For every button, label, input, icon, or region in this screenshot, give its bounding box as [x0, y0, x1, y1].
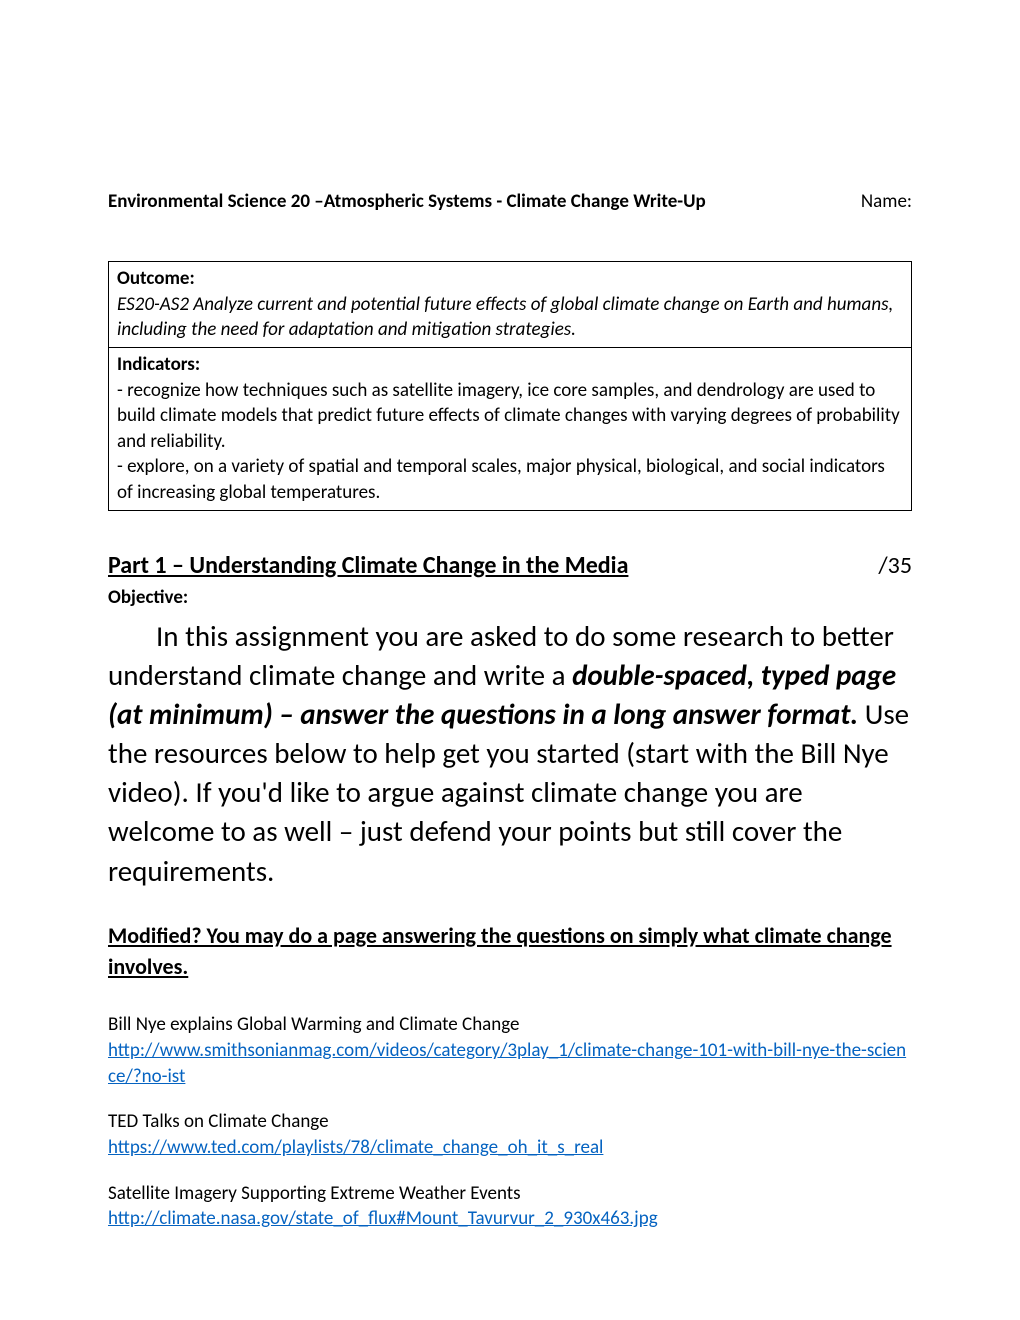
- objective-label: Objective:: [108, 586, 912, 609]
- resource-title: Satellite Imagery Supporting Extreme Wea…: [108, 1181, 912, 1207]
- document-header: Environmental Science 20 –Atmospheric Sy…: [108, 190, 912, 213]
- indicators-label: Indicators:: [117, 353, 200, 376]
- indicators-text: - recognize how techniques such as satel…: [117, 379, 900, 505]
- name-label: Name:: [861, 190, 912, 213]
- indicators-cell: Indicators: - recognize how techniques s…: [109, 347, 912, 510]
- resource-link[interactable]: http://www.smithsonianmag.com/videos/cat…: [108, 1039, 906, 1088]
- objective-body: In this assignment you are asked to do s…: [108, 617, 912, 891]
- resource-link[interactable]: http://climate.nasa.gov/state_of_flux#Mo…: [108, 1207, 658, 1230]
- outcome-label: Outcome:: [117, 267, 195, 290]
- outcome-indicators-box: Outcome: ES20-AS2 Analyze current and po…: [108, 261, 912, 511]
- resource-link[interactable]: https://www.ted.com/playlists/78/climate…: [108, 1136, 603, 1159]
- resource-title: Bill Nye explains Global Warming and Cli…: [108, 1012, 912, 1038]
- resource-block-0: Bill Nye explains Global Warming and Cli…: [108, 1012, 912, 1089]
- part1-header: Part 1 – Understanding Climate Change in…: [108, 551, 912, 580]
- part1-title: Part 1 – Understanding Climate Change in…: [108, 551, 628, 580]
- resource-block-2: Satellite Imagery Supporting Extreme Wea…: [108, 1181, 912, 1232]
- modified-note: Modified? You may do a page answering th…: [108, 921, 912, 983]
- resource-block-1: TED Talks on Climate Change https://www.…: [108, 1109, 912, 1160]
- outcome-cell: Outcome: ES20-AS2 Analyze current and po…: [109, 262, 912, 348]
- document-title: Environmental Science 20 –Atmospheric Sy…: [108, 190, 706, 213]
- resource-title: TED Talks on Climate Change: [108, 1109, 912, 1135]
- outcome-code: ES20-AS2: [117, 293, 189, 316]
- part1-score: /35: [878, 551, 912, 580]
- outcome-description: Analyze current and potential future eff…: [117, 293, 893, 342]
